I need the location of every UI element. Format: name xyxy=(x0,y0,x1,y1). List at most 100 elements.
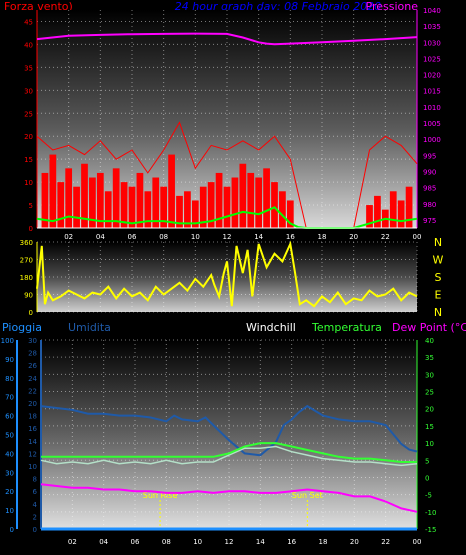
wind-bar xyxy=(207,182,215,228)
wind-bar xyxy=(160,186,168,228)
x-tick-label: 04 xyxy=(96,233,105,241)
wind-bar xyxy=(73,186,80,228)
compass-label: S xyxy=(435,271,442,284)
temperature-tick-label: -15 xyxy=(425,526,436,534)
direction-tick-label: 90 xyxy=(24,292,33,300)
wind-bar xyxy=(255,177,263,228)
temperature-tick-label: 30 xyxy=(425,371,434,379)
wind-tick-label: 15 xyxy=(24,156,33,164)
x-tick-label: 12 xyxy=(225,538,234,546)
wind-bar xyxy=(239,163,247,228)
humidity-tick-label: 14 xyxy=(28,438,37,446)
panel1-right-axis: 975 980 985 990 995 1000 1005 1010 1015 1020 1025 1… xyxy=(416,7,441,228)
pressure-tick-label: 1005 xyxy=(423,120,441,128)
wind-axis-title: Forza vento) xyxy=(4,0,73,13)
dewpoint-legend: Dew Point (°C) xyxy=(392,321,466,334)
compass-label: N xyxy=(434,236,442,249)
wind-bar xyxy=(120,182,128,228)
humidity-tick-label: 16 xyxy=(28,425,37,433)
panel2-background xyxy=(37,242,417,312)
x-tick-label: 16 xyxy=(287,538,296,546)
rain-tick-label: 10 xyxy=(5,507,14,515)
panel1-left-axis: 0 5 10 15 20 25 30 35 40 45 xyxy=(24,10,38,233)
panel2-lines xyxy=(36,240,418,308)
x-tick-label: 00 xyxy=(413,538,422,546)
x-tick-label: 22 xyxy=(381,538,390,546)
wind-bar xyxy=(49,154,57,228)
direction-tick-label: 180 xyxy=(20,274,33,282)
wind-bar xyxy=(81,163,88,228)
wind-tick-label: 25 xyxy=(24,110,33,118)
dewpoint-line xyxy=(40,483,418,513)
x-tick-label: 22 xyxy=(381,233,390,241)
direction-tick-label: 360 xyxy=(20,239,33,247)
pressure-tick-label: 975 xyxy=(423,217,436,225)
temperature-tick-label: -10 xyxy=(425,509,436,517)
temperature-tick-label: 25 xyxy=(425,389,434,397)
pressure-tick-label: 1015 xyxy=(423,88,441,96)
pressure-axis-title: Pressione xyxy=(366,0,419,13)
direction-tick-label: 0 xyxy=(29,309,33,317)
x-tick-label: 10 xyxy=(191,233,200,241)
pressure-tick-label: 1035 xyxy=(423,23,441,31)
wind-bar xyxy=(65,168,73,228)
wind-bar xyxy=(191,200,199,228)
sunset-label: Sun Set xyxy=(292,491,323,500)
pressure-tick-label: 1010 xyxy=(423,104,441,112)
x-tick-label: 02 xyxy=(68,538,77,546)
rain-tick-label: 100 xyxy=(1,337,14,345)
x-tick-label: 18 xyxy=(319,538,328,546)
windchill-line xyxy=(40,445,418,467)
x-tick-label: 08 xyxy=(162,538,171,546)
panel2-left-axis: 0 90 180 270 360 xyxy=(20,239,38,317)
pressure-tick-label: 1000 xyxy=(423,136,441,144)
temperature-line xyxy=(41,442,417,463)
wind-bar xyxy=(397,200,405,228)
panel1-grid xyxy=(37,10,418,229)
wind-bar xyxy=(247,172,255,228)
x-tick-label: 06 xyxy=(128,233,137,241)
wind-direction-line xyxy=(36,240,418,308)
wind-bar xyxy=(136,172,144,228)
sun-markers: Sun Rise Sun Set xyxy=(143,491,323,529)
x-tick-label: 16 xyxy=(286,233,295,241)
wind-tick-label: 35 xyxy=(24,64,33,72)
rain-tick-label: 80 xyxy=(5,375,14,383)
wind-bar xyxy=(184,191,191,228)
x-tick-label: 06 xyxy=(131,538,140,546)
humidity-tick-label: 20 xyxy=(28,400,37,408)
x-tick-label: 12 xyxy=(223,233,232,241)
humidity-tick-label: 2 xyxy=(33,513,37,521)
wind-tick-label: 45 xyxy=(24,18,33,26)
humidity-tick-label: 6 xyxy=(33,488,38,496)
wind-bar xyxy=(168,154,175,228)
wind-bar xyxy=(57,182,65,228)
chart-title: 24 hour graph day: 08 Febbraio 2020 xyxy=(175,0,381,13)
windchill-legend: Windchill xyxy=(246,321,296,334)
temperature-tick-label: 5 xyxy=(425,457,429,465)
x-tick-label: 14 xyxy=(256,538,265,546)
direction-tick-label: 270 xyxy=(20,257,33,265)
temperature-tick-label: 15 xyxy=(425,423,434,431)
compass-label: W xyxy=(433,254,444,267)
humidity-axis-title: Umidita xyxy=(68,321,111,334)
wind-bar xyxy=(152,177,160,228)
wind-bar xyxy=(405,186,413,228)
pressure-tick-label: 995 xyxy=(423,152,436,160)
panel3-background xyxy=(41,340,417,529)
temperature-tick-label: 10 xyxy=(425,440,434,448)
humidity-tick-label: 24 xyxy=(28,375,37,383)
x-tick-label: 08 xyxy=(159,233,168,241)
humidity-line xyxy=(40,404,418,457)
temperature-tick-label: 0 xyxy=(425,474,429,482)
x-tick-label: 00 xyxy=(413,233,422,241)
x-tick-label: 20 xyxy=(350,538,359,546)
rain-tick-label: 50 xyxy=(5,432,14,440)
humidity-tick-label: 18 xyxy=(28,413,37,421)
temperature-tick-label: -5 xyxy=(425,492,432,500)
temperature-tick-label: 20 xyxy=(425,406,434,414)
rain-tick-label: 90 xyxy=(5,356,14,364)
